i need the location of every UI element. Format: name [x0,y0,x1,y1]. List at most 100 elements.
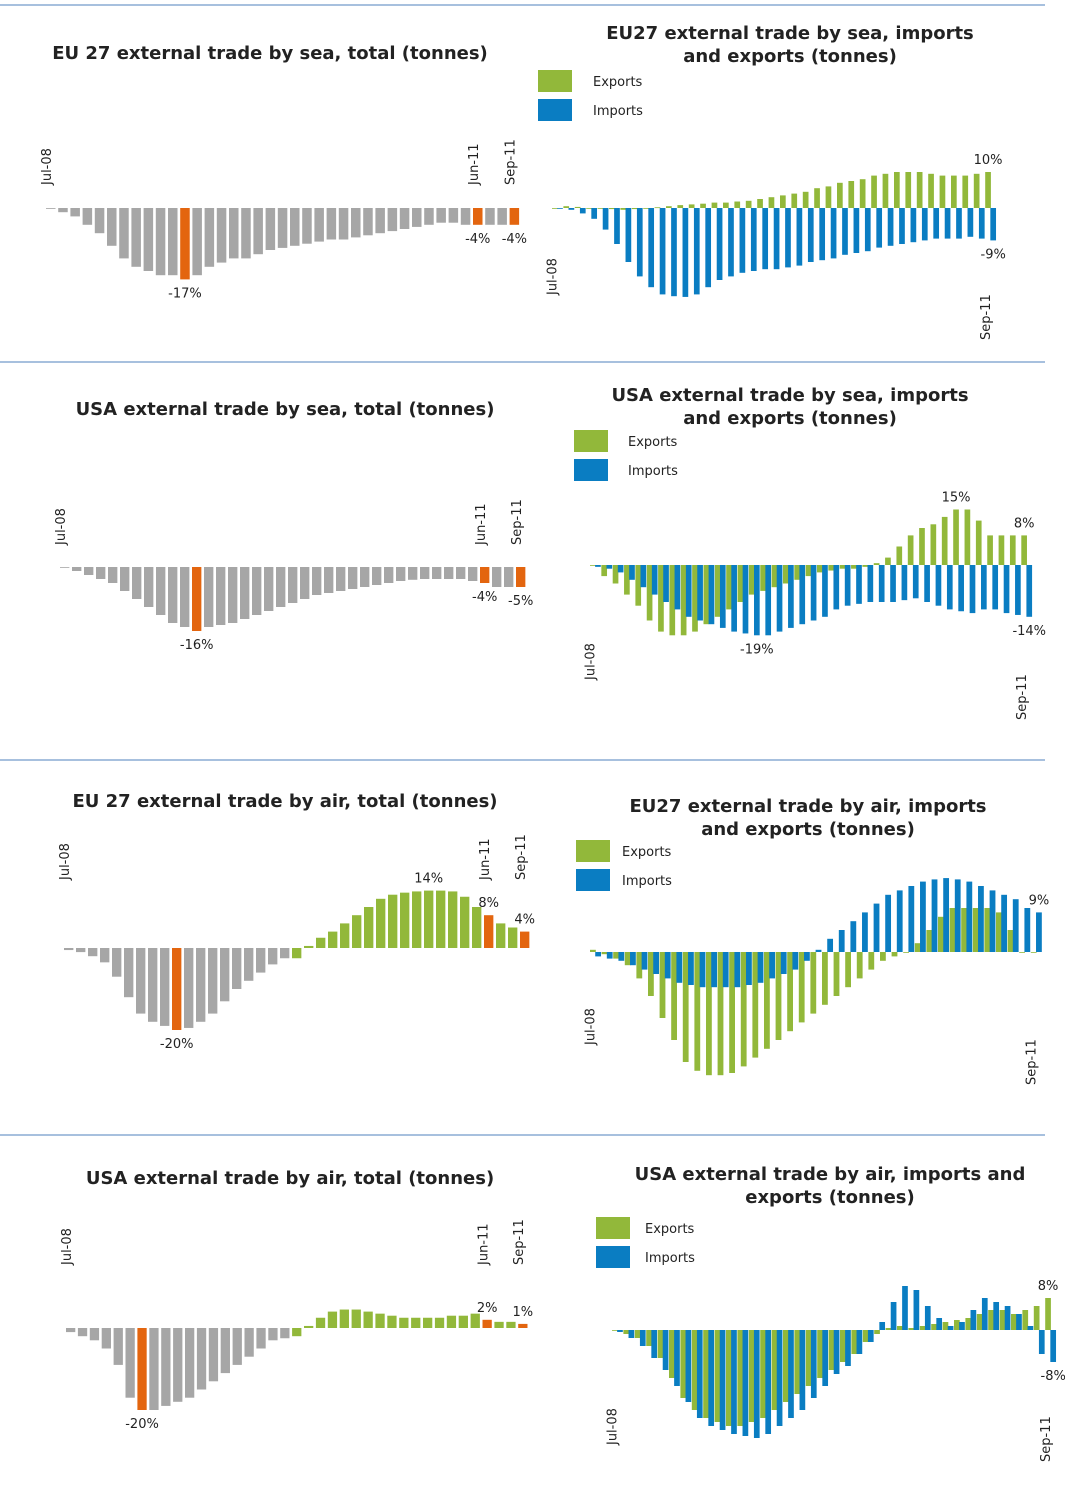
bar [891,952,898,957]
bar [216,208,227,263]
bar [871,175,877,208]
bar [859,179,866,208]
bar [862,912,868,952]
bar [192,567,202,631]
bar [412,891,422,948]
legend-label: Imports [593,104,643,119]
bar [760,1330,766,1418]
bar [839,565,846,569]
value-label: 9% [1029,893,1050,908]
chart-title: EU27 external trade by sea, imports and … [606,23,974,67]
bar [926,930,933,952]
bar [992,565,999,610]
bar [508,927,518,948]
bar [896,546,903,565]
bar [520,931,530,948]
chart-title: EU 27 external trade by air, total (tonn… [72,791,498,812]
bar [184,948,194,1028]
bar [680,565,687,636]
bar [805,1330,812,1386]
bar [931,879,938,952]
bar [324,567,334,593]
bar [742,1330,749,1436]
date-label: Jun-11 [474,503,489,546]
bar [703,1330,709,1418]
bar [552,208,558,209]
bar [304,1325,314,1328]
bar [646,1330,652,1346]
date-label: Jul-08 [584,643,599,681]
bar [185,1328,195,1398]
bar [947,1326,954,1330]
bar [693,208,700,295]
bar [657,1330,664,1358]
bar [867,565,874,602]
bar [799,565,806,625]
bar [482,1319,492,1328]
bar [680,1330,687,1398]
bar [228,567,238,623]
bar [280,1328,290,1339]
bar [161,1328,171,1406]
bar [348,567,358,589]
bar [624,952,631,966]
bar [618,952,625,961]
bar [879,1322,886,1330]
bar [775,952,782,1040]
bar [316,937,326,948]
bar [456,567,466,579]
bar [339,1309,349,1328]
bar [769,952,776,979]
bar [304,945,314,948]
bar [887,208,894,246]
bar [351,1309,361,1328]
bar [771,1330,778,1410]
bar [862,565,869,567]
bar [387,208,398,232]
bar [919,528,925,565]
bar [1019,952,1025,953]
bar [752,952,759,1058]
bar [671,952,677,1040]
bar [1009,535,1016,565]
date-label: Jun-11 [478,838,493,881]
bar [196,1328,207,1390]
bar [641,952,648,970]
bar [100,948,110,963]
bar [711,202,718,208]
bar [340,923,350,948]
chart-title: USA external trade by air, imports and e… [634,1164,1026,1208]
bar [244,948,254,981]
bar [168,567,178,623]
bar [436,208,446,223]
bar [606,565,613,569]
bar [723,202,729,208]
bar [931,1324,937,1330]
bar [677,205,684,208]
bar [412,208,422,227]
chart-title: EU27 external trade by air, imports and … [629,796,987,840]
bar [1045,1298,1051,1330]
bar [192,208,202,276]
bar [961,908,967,952]
bar [504,567,514,587]
bar [933,208,940,239]
bar [664,952,671,979]
bar [1007,930,1014,952]
bar [574,206,581,208]
bar [351,208,361,238]
bar [372,567,382,585]
bar [1001,894,1008,952]
bar [204,208,215,267]
bar [363,208,373,236]
bar [845,1330,851,1366]
bar [496,923,506,948]
value-label: 4% [514,913,535,928]
bar [1015,565,1021,615]
bar [620,208,627,210]
bar [635,565,642,606]
bar [669,565,676,636]
bar [930,524,937,565]
bar [802,191,809,208]
